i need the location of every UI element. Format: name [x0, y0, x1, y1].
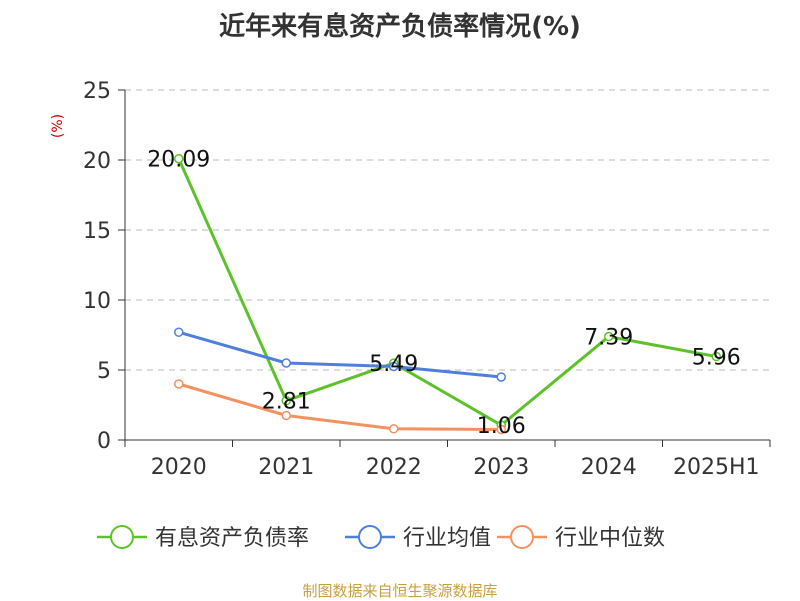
data-point [389, 424, 399, 434]
data-point [711, 351, 721, 362]
data-point [281, 395, 291, 406]
data-point [174, 379, 184, 389]
chart-title: 近年来有息资产负债率情况(%) [219, 12, 581, 42]
data-label: 2.81 [262, 390, 311, 415]
legend-marker [358, 525, 382, 549]
y-tick-label: 20 [83, 149, 111, 174]
y-tick-label: 10 [83, 289, 111, 314]
x-tick-label: 2024 [581, 455, 637, 480]
data-point [496, 372, 506, 382]
data-point [281, 358, 291, 368]
data-labels: 20.09 2.81 5.49 1.06 7.39 5.96 [147, 148, 740, 439]
legend-marker [510, 525, 534, 549]
x-tick-label: 2023 [473, 455, 529, 480]
x-tick-label: 2022 [366, 455, 422, 480]
legend-label: 行业中位数 [555, 526, 665, 551]
data-point [496, 424, 506, 435]
y-tick-label: 15 [83, 219, 111, 244]
data-label: 5.96 [692, 346, 741, 371]
legend-label: 有息资产负债率 [155, 526, 309, 551]
source-note: 制图数据来自恒生聚源数据库 [302, 582, 498, 600]
data-point [281, 410, 291, 421]
legend: 有息资产负债率 行业均值 行业中位数 [97, 525, 665, 551]
y-tick-label: 5 [97, 359, 111, 384]
data-point [389, 361, 399, 372]
data-label: 7.39 [584, 326, 633, 351]
data-label: 1.06 [477, 414, 526, 439]
data-label: 20.09 [147, 148, 210, 173]
data-point [174, 327, 184, 337]
x-tick-label: 2020 [151, 455, 207, 480]
data-point [174, 153, 184, 164]
data-point [604, 331, 614, 342]
legend-label: 行业均值 [403, 526, 491, 551]
x-tick-label: 2025H1 [673, 455, 760, 480]
grid-lines [125, 89, 770, 371]
series-lines [174, 153, 721, 435]
series-line-0 [177, 158, 717, 427]
x-tick-label: 2021 [258, 455, 314, 480]
data-label: 5.49 [369, 352, 418, 377]
legend-marker [110, 525, 134, 549]
axes: 0 5 10 15 20 25 2020 2021 2022 2023 2024 2025H1 [83, 79, 771, 480]
series-line-2 [178, 382, 502, 431]
y-axis-label: (%) [50, 114, 66, 138]
y-tick-label: 25 [83, 79, 111, 104]
y-tick-label: 0 [97, 429, 111, 454]
series-line-1 [178, 330, 502, 379]
